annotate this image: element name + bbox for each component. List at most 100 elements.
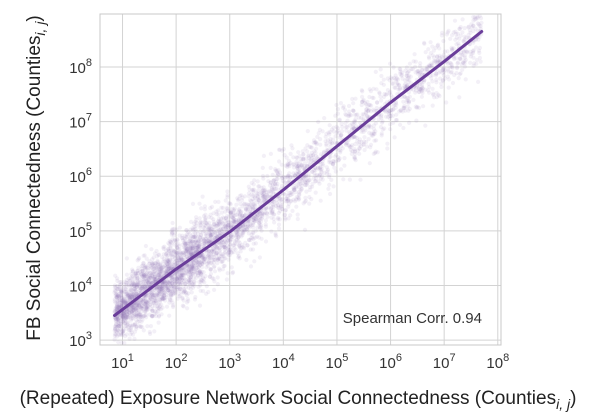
- scatter-point: [242, 194, 248, 199]
- scatter-point: [288, 213, 293, 218]
- scatter-point: [238, 232, 243, 237]
- scatter-point: [190, 239, 195, 244]
- scatter-point: [357, 142, 362, 147]
- scatter-point: [279, 204, 284, 209]
- scatter-point: [266, 179, 271, 184]
- scatter-point: [155, 274, 160, 279]
- scatter-point: [177, 233, 182, 238]
- scatter-point: [183, 251, 188, 257]
- scatter-point: [420, 67, 425, 73]
- scatter-point: [225, 193, 230, 198]
- scatter-point: [132, 279, 137, 284]
- scatter-point: [129, 283, 134, 288]
- scatter-point: [288, 174, 293, 180]
- scatter-point: [119, 300, 124, 305]
- scatter-point: [245, 243, 250, 248]
- scatter-point: [133, 288, 138, 293]
- scatter-point: [297, 185, 302, 190]
- scatter-point: [291, 187, 297, 192]
- scatter-point: [227, 237, 233, 243]
- scatter-point: [457, 26, 463, 31]
- scatter-point: [452, 56, 457, 62]
- scatter-point: [180, 280, 185, 286]
- scatter-point: [336, 158, 341, 163]
- scatter-point: [193, 231, 198, 236]
- scatter-point: [156, 286, 161, 291]
- scatter-point: [388, 122, 393, 127]
- scatter-point: [468, 54, 473, 59]
- scatter-point: [170, 277, 175, 282]
- scatter-point: [418, 61, 423, 66]
- scatter-point: [232, 219, 237, 224]
- scatter-point: [468, 30, 473, 35]
- scatter-point: [167, 289, 172, 294]
- scatter-point: [228, 222, 233, 228]
- scatter-point: [118, 323, 123, 328]
- scatter-point: [152, 251, 157, 256]
- scatter-point: [191, 242, 196, 247]
- scatter-point: [310, 169, 315, 175]
- scatter-point: [193, 263, 198, 268]
- scatter-point: [122, 289, 127, 294]
- scatter-point: [124, 272, 129, 277]
- scatter-point: [274, 201, 280, 206]
- scatter-point: [273, 181, 278, 186]
- scatter-point: [261, 195, 266, 200]
- scatter-point: [120, 329, 125, 334]
- scatter-point: [361, 142, 366, 147]
- scatter-point: [177, 269, 182, 274]
- scatter-point: [319, 152, 324, 157]
- scatter-point: [218, 231, 223, 236]
- scatter-point: [136, 312, 141, 317]
- scatter-point: [127, 336, 132, 341]
- scatter-point: [355, 139, 360, 144]
- scatter-point: [124, 332, 129, 337]
- scatter-point: [284, 155, 289, 160]
- scatter-point: [223, 250, 228, 255]
- scatter-point: [410, 67, 415, 72]
- scatter-point: [339, 133, 344, 138]
- scatter-point: [139, 303, 144, 309]
- scatter-point: [217, 220, 222, 225]
- scatter-point: [170, 258, 175, 263]
- scatter-point: [141, 253, 146, 258]
- scatter-point: [360, 94, 365, 99]
- scatter-point: [373, 121, 378, 126]
- scatter-point: [439, 84, 444, 90]
- scatter-point: [182, 240, 187, 245]
- scatter-point: [180, 285, 185, 290]
- scatter-point: [126, 281, 131, 286]
- y-tick-base: 10: [69, 115, 86, 132]
- scatter-point: [134, 289, 139, 294]
- scatter-point: [204, 265, 209, 270]
- scatter-point: [164, 304, 170, 309]
- scatter-point: [369, 131, 374, 136]
- scatter-point: [137, 287, 142, 293]
- scatter-point: [189, 268, 194, 273]
- scatter-point: [169, 275, 174, 280]
- scatter-point: [294, 159, 299, 164]
- scatter-point: [374, 87, 379, 92]
- scatter-point: [384, 92, 389, 97]
- scatter-point: [288, 199, 293, 204]
- scatter-point: [352, 112, 357, 117]
- scatter-point: [327, 172, 332, 177]
- scatter-point: [253, 241, 258, 246]
- scatter-point: [367, 87, 372, 92]
- scatter-point: [143, 302, 148, 307]
- scatter-point: [122, 341, 127, 346]
- scatter-point: [161, 245, 166, 250]
- scatter-point: [197, 269, 202, 274]
- scatter-point: [328, 154, 333, 159]
- scatter-point: [193, 239, 198, 244]
- scatter-point: [449, 45, 454, 51]
- scatter-point: [215, 226, 220, 231]
- scatter-point: [434, 91, 439, 96]
- scatter-point: [200, 258, 205, 263]
- scatter-point: [172, 238, 177, 243]
- scatter-point: [359, 88, 364, 93]
- scatter-point: [240, 242, 245, 247]
- scatter-point: [339, 129, 345, 134]
- scatter-point: [361, 129, 366, 134]
